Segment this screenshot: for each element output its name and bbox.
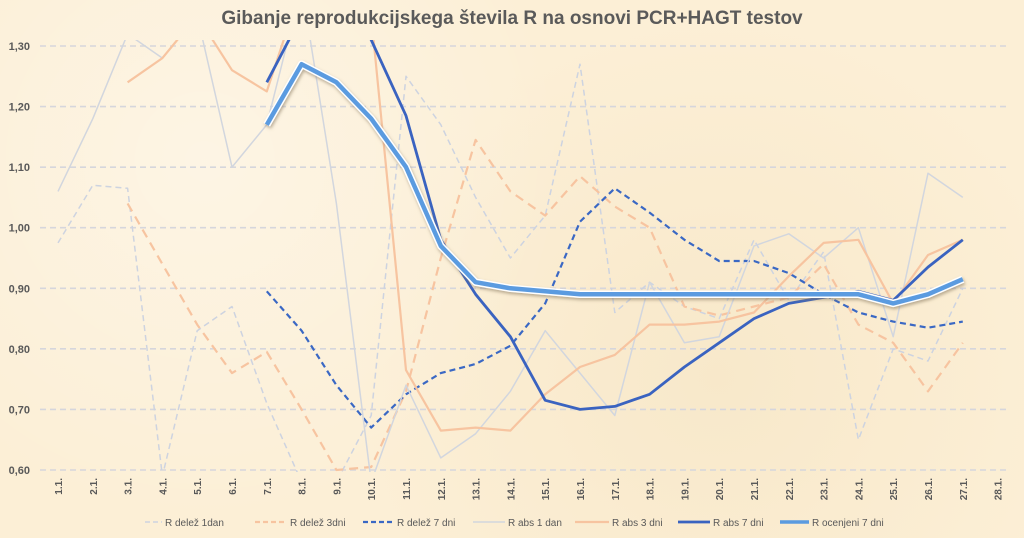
x-tick-label: 26.1. [924,478,935,500]
x-tick-label: 15.1. [541,478,552,500]
y-tick-label: 0,60 [9,465,30,477]
x-tick-label: 24.1. [854,478,865,500]
x-tick-label: 18.1. [646,478,657,500]
series-line-6 [264,61,964,306]
legend-label: R abs 3 dni [612,518,663,529]
x-tick-label: 16.1. [576,478,587,500]
x-tick-label: 1.1. [54,478,65,495]
series-group [57,40,965,472]
y-axis: 0,60 0,70 0,80 0,90 1,00 1,10 1,20 1,30 [9,41,30,477]
series-line-4 [126,40,964,432]
x-tick-label: 10.1. [367,478,378,500]
series-shadow [263,60,965,308]
series-line-1 [126,138,964,472]
x-tick-label: 27.1. [959,478,970,500]
x-tick-label: 2.1. [89,478,100,495]
legend: R delež 1dan R delež 3dni R delež 7 dni R a… [145,518,884,529]
y-tick-label: 1,00 [9,223,30,235]
legend-label: R abs 7 dni [713,518,764,529]
y-tick-label: 0,90 [9,283,30,295]
x-tick-label: 3.1. [124,478,135,495]
x-tick-label: 23.1. [820,478,831,500]
y-tick-label: 0,70 [9,404,30,416]
y-tick-label: 1,10 [9,162,30,174]
y-tick-label: 0,80 [9,344,30,356]
legend-label: R delež 1dan [165,518,224,529]
x-tick-label: 19.1. [680,478,691,500]
x-tick-label: 17.1. [611,478,622,500]
x-tick-label: 7.1. [263,478,274,495]
x-axis: 1.1. 2.1. 3.1. 4.1. 5.1. 6.1. 7.1. 8.1. 9.1. 10.1… [54,478,1005,500]
x-tick-label: 11.1. [402,478,413,500]
x-tick-label: 21.1. [750,478,761,500]
x-tick-label: 9.1. [332,478,343,495]
x-tick-label: 20.1. [715,478,726,500]
gridlines [40,45,1010,471]
series-line-2 [265,187,963,429]
legend-label: R abs 1 dan [508,518,562,529]
x-tick-label: 12.1. [437,478,448,500]
y-tick-label: 1,20 [9,102,30,114]
x-tick-label: 25.1. [889,478,900,500]
x-tick-label: 22.1. [785,478,796,500]
x-tick-label: 6.1. [228,478,239,495]
x-tick-label: 4.1. [158,478,169,495]
x-tick-label: 28.1. [994,478,1005,500]
y-tick-label: 1,30 [9,41,30,53]
series-line-3 [57,40,964,472]
chart-title: Gibanje reprodukcijskega števila R na os… [221,8,803,29]
legend-label: R ocenjeni 7 dni [812,518,884,529]
x-tick-label: 13.1. [472,478,483,500]
legend-label: R delež 7 dni [397,518,455,529]
x-tick-label: 5.1. [193,478,204,495]
series-line-0 [57,63,964,472]
x-tick-label: 14.1. [506,478,517,500]
legend-label: R delež 3dni [290,518,346,529]
x-tick-label: 8.1. [298,478,309,495]
series-line-5 [265,40,964,411]
